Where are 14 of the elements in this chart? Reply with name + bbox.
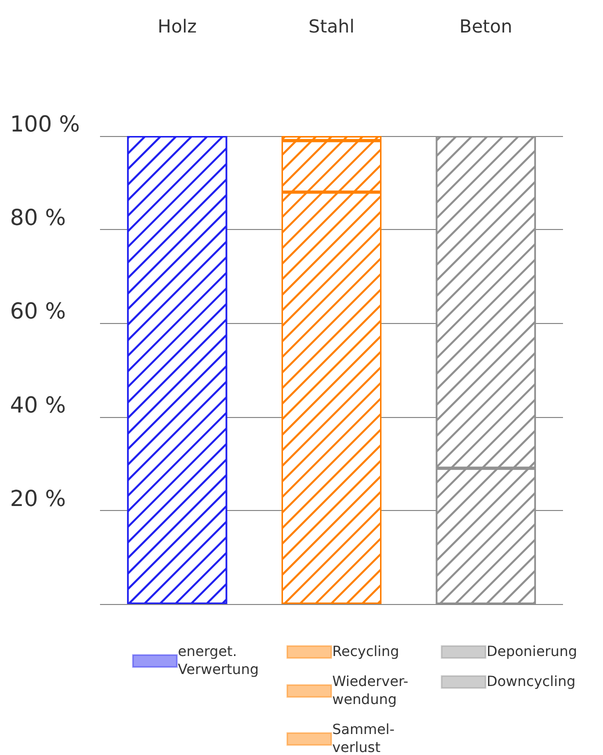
legend-label: Deponierung [486,644,578,660]
y-tick-label: 60 % [10,300,66,325]
legend-label: Wiederver- wendung [332,674,408,708]
legend-label: energet. Verwertung [178,644,259,678]
legend-label: Sammel- verlust [332,722,395,755]
x-tick-label: Stahl [308,16,354,38]
y-tick-label: 40 % [10,393,66,418]
legend-label: Recycling [332,644,400,660]
y-tick-label: 80 % [10,206,66,232]
y-tick-label: 20 % [10,486,66,512]
y-tick-label: 100 % [10,112,80,138]
x-tick-label: Holz [158,16,197,38]
legend-label: Downcycling [486,674,576,690]
x-tick-label: Beton [459,16,512,38]
